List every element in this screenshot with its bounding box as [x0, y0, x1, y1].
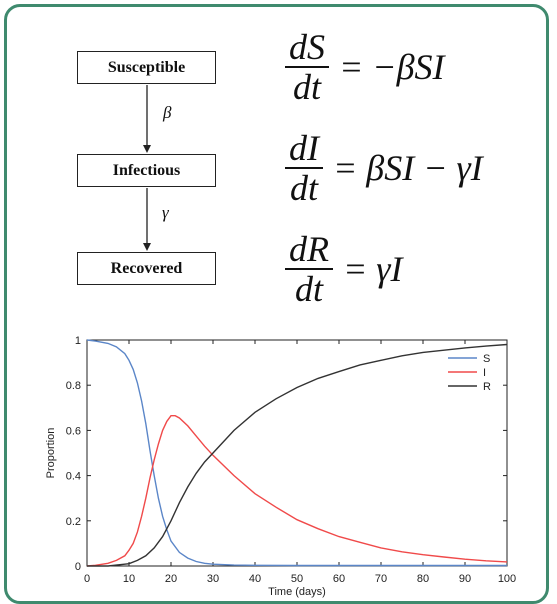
legend-label-S: S	[483, 353, 490, 365]
eq-i-denominator: dt	[289, 168, 318, 208]
x-tick-label: 30	[207, 573, 219, 585]
x-tick-label: 100	[498, 573, 516, 585]
x-tick-label: 0	[84, 573, 90, 585]
eq-s-numerator: dS	[285, 28, 329, 68]
y-axis-label: Proportion	[45, 428, 57, 479]
x-axis-label: Time (days)	[268, 586, 326, 598]
y-tick-label: 0.6	[66, 425, 81, 437]
beta-label: β	[163, 103, 172, 122]
y-tick-label: 1	[75, 335, 81, 347]
y-tick-label: 0	[75, 561, 81, 573]
x-tick-label: 10	[123, 573, 135, 585]
x-tick-label: 20	[165, 573, 177, 585]
y-tick-label: 0.2	[66, 516, 81, 528]
legend-label-I: I	[483, 367, 486, 379]
eq-r-numerator: dR	[285, 230, 333, 270]
y-tick-label: 0.8	[66, 380, 81, 392]
equation-r: dR dt = γI	[285, 230, 402, 308]
x-tick-label: 40	[249, 573, 261, 585]
gamma-label: γ	[162, 203, 169, 222]
x-tick-label: 80	[417, 573, 429, 585]
x-tick-label: 60	[333, 573, 345, 585]
x-tick-label: 70	[375, 573, 387, 585]
x-tick-label: 50	[291, 573, 303, 585]
eq-r-rhs: = γI	[343, 249, 403, 289]
equation-i: dI dt = βSI − γI	[285, 129, 483, 207]
eq-i-numerator: dI	[285, 129, 323, 169]
plot-area	[86, 339, 508, 567]
series-line-R	[87, 343, 508, 567]
equation-s: dS dt = −βSI	[285, 28, 445, 106]
eq-s-denominator: dt	[292, 67, 321, 107]
infectious-box: Infectious	[77, 154, 216, 187]
x-tick-label: 90	[459, 573, 471, 585]
eq-r-denominator: dt	[294, 269, 323, 309]
legend-label-R: R	[483, 381, 491, 393]
eq-s-rhs: = −βSI	[339, 47, 445, 87]
series-line-I	[86, 415, 508, 567]
recovered-box: Recovered	[77, 252, 216, 285]
eq-i-rhs: = βSI − γI	[333, 148, 483, 188]
y-tick-label: 0.4	[66, 471, 81, 483]
susceptible-box: Susceptible	[77, 51, 216, 84]
